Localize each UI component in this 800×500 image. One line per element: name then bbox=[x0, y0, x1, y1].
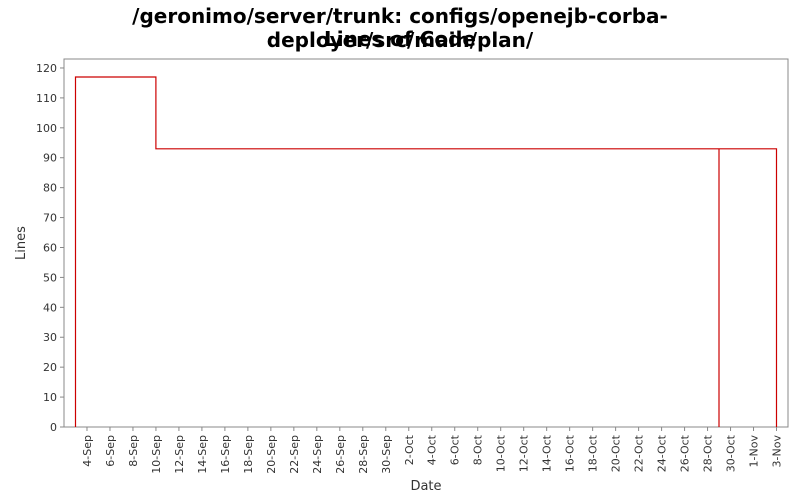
x-axis: 4-Sep 6-Sep 8-Sep 10-Sep 12-Sep 14-Sep 16-Sep 1… bbox=[81, 427, 784, 474]
x-tick-label: 16-Oct bbox=[564, 434, 577, 472]
x-tick-label: 26-Sep bbox=[334, 435, 347, 474]
y-tick-label: 0 bbox=[50, 421, 57, 434]
y-tick-label: 40 bbox=[43, 301, 57, 314]
chart-title-line1: /geronimo/server/trunk: configs/openejb-… bbox=[132, 4, 668, 52]
x-tick-label: 16-Sep bbox=[219, 435, 232, 474]
x-tick-label: 8-Oct bbox=[472, 434, 485, 465]
y-tick-label: 100 bbox=[36, 122, 57, 135]
x-axis-label: Date bbox=[410, 479, 441, 494]
x-tick-label: 20-Oct bbox=[610, 434, 623, 472]
x-tick-label: 4-Oct bbox=[426, 434, 439, 465]
y-tick-label: 10 bbox=[43, 391, 57, 404]
x-tick-label: 6-Oct bbox=[449, 434, 462, 465]
y-tick-label: 90 bbox=[43, 152, 57, 165]
x-tick-label: 14-Sep bbox=[196, 435, 209, 474]
x-tick-label: 14-Oct bbox=[541, 434, 554, 472]
y-tick-label: 70 bbox=[43, 212, 57, 225]
y-axis: 0 10 20 30 40 50 60 70 80 90 100 110 120 bbox=[36, 62, 64, 434]
x-tick-label: 28-Oct bbox=[702, 434, 715, 472]
y-axis-label: Lines bbox=[14, 226, 29, 260]
x-tick-label: 3-Nov bbox=[771, 435, 784, 468]
x-tick-label: 18-Sep bbox=[242, 435, 255, 474]
y-tick-label: 20 bbox=[43, 361, 57, 374]
y-tick-label: 60 bbox=[43, 241, 57, 254]
x-tick-label: 1-Nov bbox=[748, 435, 761, 468]
x-tick-label: 30-Sep bbox=[380, 435, 393, 474]
x-tick-label: 28-Sep bbox=[357, 435, 370, 474]
x-tick-label: 26-Oct bbox=[679, 434, 692, 472]
x-tick-label: 22-Sep bbox=[288, 435, 301, 474]
y-tick-label: 50 bbox=[43, 271, 57, 284]
x-tick-label: 8-Sep bbox=[127, 435, 140, 467]
y-tick-label: 110 bbox=[36, 92, 57, 105]
chart-title-line2: Lines of Code bbox=[324, 27, 476, 51]
plot-area bbox=[63, 58, 789, 428]
x-tick-label: 10-Oct bbox=[495, 434, 508, 472]
y-tick-label: 80 bbox=[43, 182, 57, 195]
x-tick-label: 20-Sep bbox=[265, 435, 278, 474]
x-tick-label: 12-Sep bbox=[173, 435, 186, 474]
x-tick-label: 30-Oct bbox=[725, 434, 738, 472]
x-tick-label: 6-Sep bbox=[104, 435, 117, 467]
series-line bbox=[74, 76, 778, 427]
x-tick-label: 4-Sep bbox=[81, 435, 94, 467]
x-tick-label: 18-Oct bbox=[587, 434, 600, 472]
y-tick-label: 120 bbox=[36, 62, 57, 75]
x-tick-label: 22-Oct bbox=[633, 434, 646, 472]
x-tick-label: 12-Oct bbox=[518, 434, 531, 472]
x-tick-label: 24-Sep bbox=[311, 435, 324, 474]
y-tick-label: 30 bbox=[43, 331, 57, 344]
x-tick-label: 10-Sep bbox=[150, 435, 163, 474]
x-tick-label: 24-Oct bbox=[656, 434, 669, 472]
series-layer bbox=[74, 76, 778, 427]
x-tick-label: 2-Oct bbox=[403, 434, 416, 465]
